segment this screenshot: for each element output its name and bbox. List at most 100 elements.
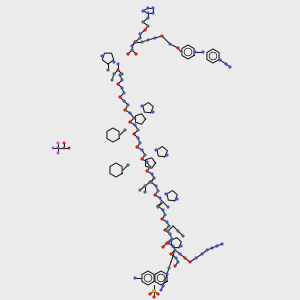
Circle shape xyxy=(146,11,150,15)
Circle shape xyxy=(140,104,144,108)
Circle shape xyxy=(134,40,136,43)
Circle shape xyxy=(174,256,178,260)
Circle shape xyxy=(143,190,147,194)
Circle shape xyxy=(123,128,127,132)
Circle shape xyxy=(134,40,138,43)
Circle shape xyxy=(200,252,204,256)
Circle shape xyxy=(138,32,142,36)
Circle shape xyxy=(168,232,172,236)
Circle shape xyxy=(154,184,158,188)
Circle shape xyxy=(201,50,205,54)
Circle shape xyxy=(134,276,136,280)
Circle shape xyxy=(167,230,170,232)
Circle shape xyxy=(173,248,177,252)
Circle shape xyxy=(176,46,180,50)
Circle shape xyxy=(120,86,124,90)
Circle shape xyxy=(167,206,170,208)
Circle shape xyxy=(176,260,180,264)
Circle shape xyxy=(164,278,166,282)
Circle shape xyxy=(134,123,136,127)
Circle shape xyxy=(150,172,154,176)
Circle shape xyxy=(110,78,114,82)
Circle shape xyxy=(118,74,122,76)
Circle shape xyxy=(210,246,214,250)
Circle shape xyxy=(56,152,59,154)
Circle shape xyxy=(143,28,147,32)
Circle shape xyxy=(138,188,142,192)
Circle shape xyxy=(120,72,124,76)
Circle shape xyxy=(122,92,126,94)
Circle shape xyxy=(160,200,164,204)
Circle shape xyxy=(148,292,152,296)
Circle shape xyxy=(152,6,154,10)
Circle shape xyxy=(218,58,222,61)
Circle shape xyxy=(138,36,142,40)
Circle shape xyxy=(130,44,134,48)
Circle shape xyxy=(146,38,150,42)
Circle shape xyxy=(220,242,224,246)
Circle shape xyxy=(136,128,140,132)
Circle shape xyxy=(112,60,116,64)
Circle shape xyxy=(116,62,120,66)
Circle shape xyxy=(168,239,172,243)
Circle shape xyxy=(165,153,169,157)
Circle shape xyxy=(153,194,157,196)
Circle shape xyxy=(146,169,148,172)
Circle shape xyxy=(182,234,184,238)
Circle shape xyxy=(128,111,132,115)
Circle shape xyxy=(146,16,150,20)
Circle shape xyxy=(68,146,70,149)
Circle shape xyxy=(128,120,132,124)
Circle shape xyxy=(52,146,55,149)
Circle shape xyxy=(156,204,160,208)
Circle shape xyxy=(152,176,156,180)
Circle shape xyxy=(62,146,66,150)
Circle shape xyxy=(160,34,164,38)
Circle shape xyxy=(179,244,183,247)
Circle shape xyxy=(194,256,198,260)
Circle shape xyxy=(156,189,160,193)
Circle shape xyxy=(56,146,60,150)
Circle shape xyxy=(149,180,153,184)
Circle shape xyxy=(148,180,152,184)
Circle shape xyxy=(122,99,126,103)
Circle shape xyxy=(126,164,130,166)
Circle shape xyxy=(167,242,170,244)
Circle shape xyxy=(188,260,192,264)
Circle shape xyxy=(135,146,139,148)
Circle shape xyxy=(194,50,196,54)
Circle shape xyxy=(228,65,232,69)
Circle shape xyxy=(224,62,228,66)
Circle shape xyxy=(169,252,172,256)
Circle shape xyxy=(167,266,171,270)
Circle shape xyxy=(146,160,148,164)
Circle shape xyxy=(206,248,208,252)
Circle shape xyxy=(136,136,140,140)
Circle shape xyxy=(152,11,154,15)
Circle shape xyxy=(62,142,65,145)
Circle shape xyxy=(100,54,103,58)
Circle shape xyxy=(112,72,116,76)
Circle shape xyxy=(154,148,158,152)
Circle shape xyxy=(146,24,150,28)
Circle shape xyxy=(171,244,175,247)
Circle shape xyxy=(161,284,165,288)
Circle shape xyxy=(116,68,120,72)
Circle shape xyxy=(159,288,163,292)
Circle shape xyxy=(161,208,165,211)
Circle shape xyxy=(178,252,182,256)
Circle shape xyxy=(215,244,219,247)
Circle shape xyxy=(123,108,127,112)
Circle shape xyxy=(167,224,171,228)
Circle shape xyxy=(132,116,136,120)
Circle shape xyxy=(161,245,165,249)
Circle shape xyxy=(164,213,166,217)
Circle shape xyxy=(156,292,160,296)
Circle shape xyxy=(160,218,164,220)
Circle shape xyxy=(140,40,144,43)
Circle shape xyxy=(134,52,138,56)
Circle shape xyxy=(164,228,166,232)
Circle shape xyxy=(143,184,147,188)
Circle shape xyxy=(165,220,169,224)
Circle shape xyxy=(118,95,122,99)
